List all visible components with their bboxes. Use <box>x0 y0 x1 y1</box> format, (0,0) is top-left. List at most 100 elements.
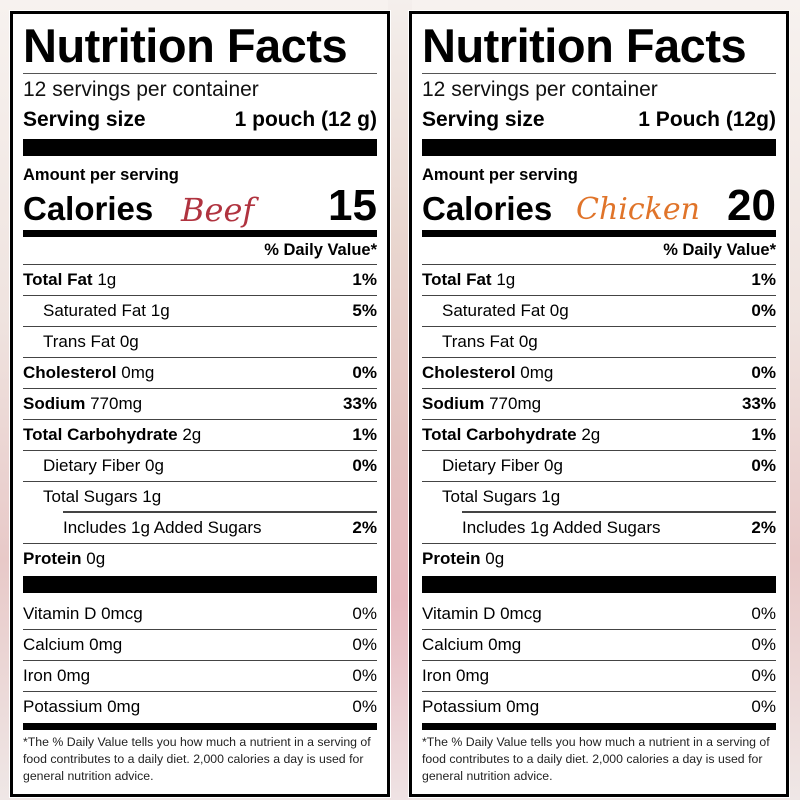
nutrient-amount: 0mg <box>121 363 155 382</box>
nutrient-name: Total Sugars <box>43 487 138 506</box>
divider <box>422 73 776 74</box>
nutrient-name: Trans Fat <box>442 332 515 351</box>
vitamin-row-potassium: Potassium 0mg 0% <box>23 691 377 722</box>
vitamin-pct: 0% <box>751 697 776 716</box>
thick-divider <box>422 576 776 593</box>
daily-value-footnote: *The % Daily Value tells you how much a … <box>23 735 371 783</box>
nutrient-row-total-carbohydrate: Total Carbohydrate 2g 1% <box>23 419 377 450</box>
label-title: Nutrition Facts <box>422 19 747 72</box>
daily-value-header: % Daily Value* <box>663 241 776 259</box>
nutrient-pct: 0% <box>751 301 776 320</box>
nutrient-amount: 0g <box>549 301 569 320</box>
serving-size-value: 1 pouch (12 g) <box>234 108 377 131</box>
nutrient-amount: 0g <box>518 332 538 351</box>
background-strip <box>388 0 412 800</box>
nutrient-amount: 770mg <box>489 394 542 413</box>
nutrient-name: Sodium <box>422 394 485 413</box>
nutrient-amount: 0g <box>119 332 139 351</box>
nutrient-amount: 0g <box>86 549 106 568</box>
vitamin-name: Calcium 0mg <box>422 635 522 654</box>
nutrient-row-protein: Protein 0g <box>422 543 776 574</box>
thick-divider <box>422 139 776 156</box>
vitamin-row-potassium: Potassium 0mg 0% <box>422 691 776 722</box>
nutrient-name: Protein <box>23 549 82 568</box>
nutrient-row-total-carbohydrate: Total Carbohydrate 2g 1% <box>422 419 776 450</box>
thick-divider <box>23 139 377 156</box>
vitamin-row-calcium: Calcium 0mg 0% <box>23 629 377 660</box>
nutrient-name: Saturated Fat <box>43 301 147 320</box>
servings-per-container: 12 servings per container <box>422 78 658 101</box>
vitamin-pct: 0% <box>751 603 776 623</box>
medium-divider <box>23 230 377 237</box>
vitamin-row-vitamin-d: Vitamin D 0mcg 0% <box>23 598 377 629</box>
nutrient-amount: 1g <box>541 487 561 506</box>
nutrient-row-total-fat: Total Fat 1g 1% <box>23 264 377 295</box>
nutrient-row-sodium: Sodium 770mg 33% <box>422 388 776 419</box>
nutrient-pct: 5% <box>352 301 377 320</box>
serving-size-label: Serving size <box>422 108 545 131</box>
nutrient-pct: 1% <box>751 270 776 289</box>
vitamin-pct: 0% <box>751 635 776 654</box>
amount-per-serving: Amount per serving <box>23 166 179 184</box>
nutrient-name: Total Sugars <box>442 487 537 506</box>
nutrient-name: Includes 1g Added Sugars <box>63 517 262 537</box>
nutrient-row-cholesterol: Cholesterol 0mg 0% <box>23 357 377 388</box>
nutrient-amount: 0g <box>485 549 505 568</box>
nutrient-row-protein: Protein 0g <box>23 543 377 574</box>
vitamin-row-iron: Iron 0mg 0% <box>422 660 776 691</box>
nutrient-row-trans-fat: Trans Fat 0g <box>23 326 377 357</box>
nutrient-name: Includes 1g Added Sugars <box>462 517 661 537</box>
daily-value-header: % Daily Value* <box>264 241 377 259</box>
nutrient-amount: 0g <box>544 456 563 475</box>
flavor-chicken: Chicken <box>576 192 700 227</box>
nutrient-name: Dietary Fiber <box>43 456 141 475</box>
thick-divider <box>23 576 377 593</box>
vitamin-pct: 0% <box>352 666 377 685</box>
nutrient-amount: 1g <box>97 270 117 289</box>
vitamin-name: Vitamin D 0mcg <box>23 603 143 623</box>
calories-value: 15 <box>328 181 377 230</box>
nutrient-amount: 770mg <box>90 394 143 413</box>
nutrient-name: Total Carbohydrate <box>23 425 178 444</box>
nutrient-pct: 1% <box>352 425 377 444</box>
nutrient-row-cholesterol: Cholesterol 0mg 0% <box>422 357 776 388</box>
vitamin-pct: 0% <box>352 697 377 716</box>
nutrient-amount: 2g <box>182 425 202 444</box>
nutrient-amount: 1g <box>142 487 162 506</box>
calories-label: Calories <box>23 190 154 227</box>
serving-size-row: Serving size 1 pouch (12 g) <box>23 107 377 133</box>
nutrient-name: Dietary Fiber <box>442 456 540 475</box>
vitamin-row-vitamin-d: Vitamin D 0mcg 0% <box>422 598 776 629</box>
divider <box>23 73 377 74</box>
vitamin-name: Iron 0mg <box>23 666 91 685</box>
vitamin-name: Potassium 0mg <box>23 697 141 716</box>
nutrient-amount: 1g <box>496 270 516 289</box>
nutrient-row-trans-fat: Trans Fat 0g <box>422 326 776 357</box>
amount-per-serving: Amount per serving <box>422 166 578 184</box>
nutrient-row-sodium: Sodium 770mg 33% <box>23 388 377 419</box>
nutrition-label-beef: Nutrition Facts 12 servings per containe… <box>10 11 390 797</box>
nutrient-pct: 2% <box>751 517 776 537</box>
vitamin-name: Calcium 0mg <box>23 635 123 654</box>
nutrient-row-dietary-fiber: Dietary Fiber 0g 0% <box>422 450 776 481</box>
nutrient-name: Total Carbohydrate <box>422 425 577 444</box>
nutrient-row-saturated-fat: Saturated Fat 1g 5% <box>23 295 377 326</box>
daily-value-footnote: *The % Daily Value tells you how much a … <box>422 735 770 783</box>
nutrient-amount: 2g <box>581 425 601 444</box>
nutrient-name: Protein <box>422 549 481 568</box>
vitamin-name: Potassium 0mg <box>422 697 540 716</box>
nutrient-pct: 0% <box>751 363 776 382</box>
nutrient-row-dietary-fiber: Dietary Fiber 0g 0% <box>23 450 377 481</box>
nutrient-amount: 0g <box>145 456 164 475</box>
vitamin-pct: 0% <box>751 666 776 685</box>
vitamin-pct: 0% <box>352 603 377 623</box>
servings-per-container: 12 servings per container <box>23 78 259 101</box>
nutrient-name: Total Fat <box>23 270 93 289</box>
vitamin-pct: 0% <box>352 635 377 654</box>
nutrient-name: Cholesterol <box>422 363 516 382</box>
nutrient-name: Cholesterol <box>23 363 117 382</box>
nutrient-row-total-fat: Total Fat 1g 1% <box>422 264 776 295</box>
nutrient-pct: 1% <box>352 270 377 289</box>
nutrient-row-added-sugars: Includes 1g Added Sugars 2% <box>23 511 377 543</box>
vitamin-name: Vitamin D 0mcg <box>422 603 542 623</box>
